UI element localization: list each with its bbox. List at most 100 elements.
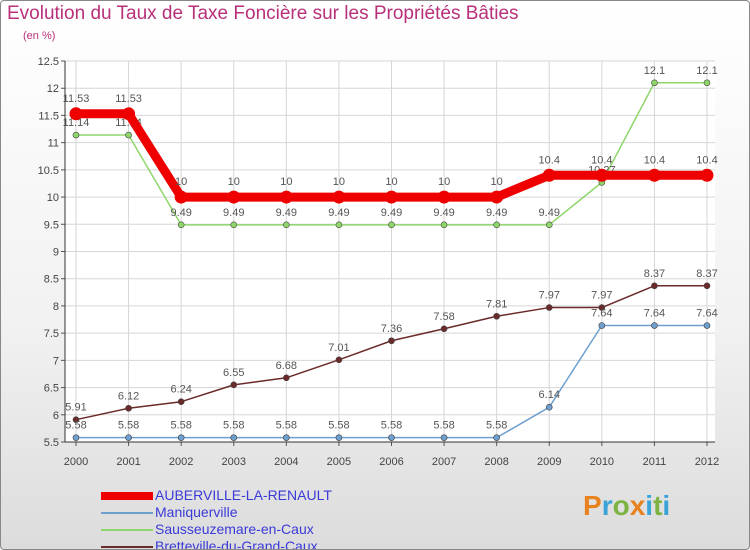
data-label: 9.49	[433, 207, 454, 219]
y-tick-label: 5.5	[44, 437, 59, 449]
data-label: 6.68	[276, 360, 297, 372]
data-point	[283, 434, 290, 441]
data-label: 7.81	[486, 298, 507, 310]
data-label: 5.58	[170, 420, 191, 432]
data-label: 7.64	[591, 308, 612, 320]
data-label: 10.4	[591, 154, 612, 166]
series-3: 5.91 6.12 6.24 6.55 6.68 7.01 7.36 7.58 7.81 7.97…	[65, 268, 718, 423]
data-point	[545, 221, 553, 229]
data-label: 9.49	[223, 207, 244, 219]
legend-label: Bretteville-du-Grand-Caux	[155, 538, 318, 550]
data-label: 8.37	[644, 268, 665, 280]
y-tick-label: 7.5	[44, 328, 59, 340]
data-label: 5.58	[486, 420, 507, 432]
data-point	[335, 221, 343, 229]
proxiti-logo: Proxiti	[583, 490, 671, 521]
data-point	[651, 282, 658, 290]
data-point	[440, 325, 448, 333]
data-label: 10	[333, 176, 345, 188]
data-point	[493, 221, 500, 229]
data-label: 12.1	[696, 65, 717, 77]
series-2: 11.14 11.149.49 9.49 9.49 9.49 9.49 9.49 9.49 9.…	[63, 65, 718, 229]
data-label: 10.4	[539, 154, 560, 166]
data-label: 10	[385, 176, 397, 188]
data-point	[72, 434, 80, 441]
data-point	[651, 322, 658, 329]
y-tick-label: 7	[53, 355, 59, 367]
x-tick-label: 2011	[643, 456, 667, 468]
x-tick-label: 2003	[222, 456, 246, 468]
data-label: 7.36	[381, 323, 402, 335]
data-point	[279, 190, 293, 204]
data-point	[388, 337, 395, 345]
data-label: 5.58	[381, 420, 402, 432]
data-point	[72, 131, 80, 139]
data-label: 9.49	[539, 207, 560, 219]
data-point	[647, 168, 661, 182]
data-point	[230, 221, 238, 229]
data-point	[388, 434, 395, 441]
data-label: 7.01	[328, 342, 349, 354]
data-label: 5.91	[65, 402, 86, 414]
y-tick-label: 10	[47, 192, 59, 204]
data-point	[703, 79, 711, 87]
data-point	[230, 434, 238, 441]
y-tick-label: 8	[53, 301, 59, 313]
data-point	[493, 312, 500, 320]
x-tick-label: 2004	[274, 456, 298, 468]
data-point	[283, 221, 290, 229]
data-label: 7.64	[696, 308, 717, 320]
data-label: 6.24	[170, 384, 191, 396]
x-tick-label: 2008	[484, 456, 508, 468]
data-label: 8.37	[696, 268, 717, 280]
x-tick-label: 2012	[695, 456, 719, 468]
data-point	[227, 190, 241, 204]
data-point	[493, 434, 500, 441]
data-label: 10	[280, 176, 292, 188]
x-tick-label: 2007	[432, 456, 456, 468]
data-point	[700, 168, 714, 182]
data-point	[283, 374, 290, 382]
y-tick-label: 12.5	[38, 56, 59, 68]
series-1: 5.58 5.58 5.58 5.58 5.58 5.58 5.58 5.58 5.58 6.14…	[65, 308, 718, 441]
data-point	[440, 434, 448, 441]
data-label: 12.1	[644, 65, 665, 77]
data-label: 5.58	[65, 420, 86, 432]
data-point	[177, 221, 185, 229]
data-label: 10	[438, 176, 450, 188]
data-label: 9.49	[328, 207, 349, 219]
data-label: 5.58	[433, 420, 454, 432]
legend-swatch	[101, 529, 153, 531]
y-tick-label: 12	[47, 83, 59, 95]
data-point	[542, 168, 556, 182]
data-point	[388, 221, 395, 229]
data-label: 6.55	[223, 367, 244, 379]
legend-swatch	[101, 546, 153, 548]
data-point	[174, 190, 188, 204]
y-tick-label: 9	[53, 247, 59, 259]
data-point	[230, 381, 238, 389]
y-tick-label: 6	[53, 410, 59, 422]
data-point	[72, 416, 80, 423]
data-label: 10.4	[696, 154, 717, 166]
data-label: 6.12	[118, 390, 139, 402]
data-label: 5.58	[118, 420, 139, 432]
data-label: 7.58	[433, 311, 454, 323]
data-label: 11.14	[63, 117, 90, 129]
data-label: 10	[175, 176, 187, 188]
x-tick-label: 2009	[537, 456, 561, 468]
data-point	[125, 404, 132, 412]
legend-label: Sausseuzemare-en-Caux	[155, 521, 314, 537]
x-tick-label: 2002	[169, 456, 193, 468]
data-label: 7.97	[591, 290, 612, 302]
x-tick-label: 2010	[590, 456, 614, 468]
data-point	[122, 107, 136, 121]
legend-swatch	[101, 512, 153, 514]
data-point	[703, 322, 711, 329]
data-label: 7.64	[644, 308, 665, 320]
data-label: 7.97	[539, 290, 560, 302]
data-point	[440, 221, 448, 229]
legend-label: Maniquerville	[155, 504, 238, 520]
data-point	[125, 434, 132, 441]
